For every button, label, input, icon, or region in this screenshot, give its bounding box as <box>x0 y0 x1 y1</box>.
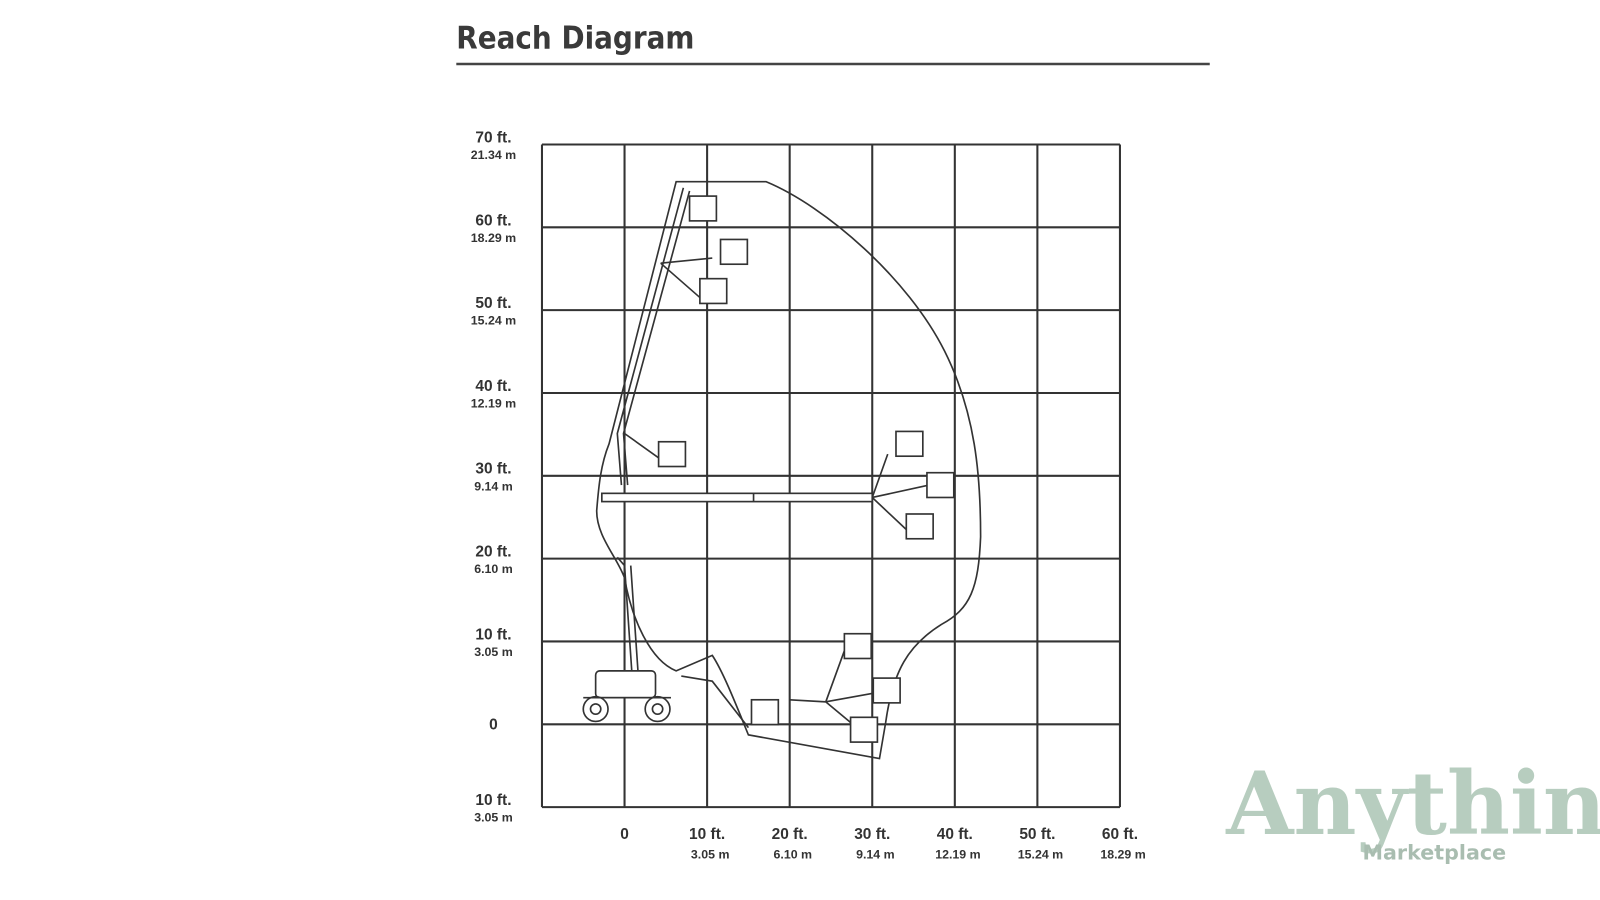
machine-illustrations <box>582 187 955 743</box>
y-label-ft: 20 ft. <box>475 544 511 561</box>
x-label-m: 12.19 m <box>935 848 980 862</box>
y-label-m: 18.29 m <box>471 231 516 245</box>
x-label-ft: 40 ft. <box>937 826 973 843</box>
y-label-ft: 10 ft. <box>475 626 511 643</box>
y-label-ft: 10 ft. <box>475 792 511 809</box>
y-label-ft: 30 ft. <box>475 461 511 478</box>
axis-labels: 70 ft. 21.34 m 60 ft. 18.29 m 50 ft. 15.24 m 4… <box>471 129 1146 861</box>
watermark-sub: Marketplace <box>1363 841 1507 865</box>
x-label-ft: 50 ft. <box>1019 826 1055 843</box>
y-label-m: 3.05 m <box>474 811 513 825</box>
y-label-ft: 40 ft. <box>475 378 511 395</box>
x-label-m: 9.14 m <box>856 848 895 862</box>
y-label-m: 15.24 m <box>471 314 516 328</box>
title: Reach Diagram <box>456 21 694 57</box>
x-label-m: 6.10 m <box>774 848 813 862</box>
watermark-brand: Anything <box>1225 754 1600 855</box>
y-label-m: 9.14 m <box>474 479 513 493</box>
y-label-m: 12.19 m <box>471 396 516 410</box>
x-label-ft: 60 ft. <box>1102 826 1138 843</box>
y-label-m: 3.05 m <box>474 645 513 659</box>
y-label-m: 21.34 m <box>471 148 516 162</box>
grid <box>540 143 1121 809</box>
y-label-ft: 60 ft. <box>475 212 511 229</box>
y-label-ft: 0 <box>489 716 498 733</box>
y-label-m: 6.10 m <box>474 562 513 576</box>
y-label-ft: 50 ft. <box>475 295 511 312</box>
x-label-ft: 10 ft. <box>689 826 725 843</box>
x-label-ft: 30 ft. <box>854 826 890 843</box>
x-label-ft: 0 <box>620 826 629 843</box>
x-label-ft: 20 ft. <box>772 826 808 843</box>
reach-envelope <box>595 180 982 760</box>
x-label-m: 18.29 m <box>1100 848 1145 862</box>
x-label-m: 3.05 m <box>691 848 730 862</box>
y-label-ft: 70 ft. <box>475 129 511 146</box>
x-label-m: 15.24 m <box>1018 848 1063 862</box>
